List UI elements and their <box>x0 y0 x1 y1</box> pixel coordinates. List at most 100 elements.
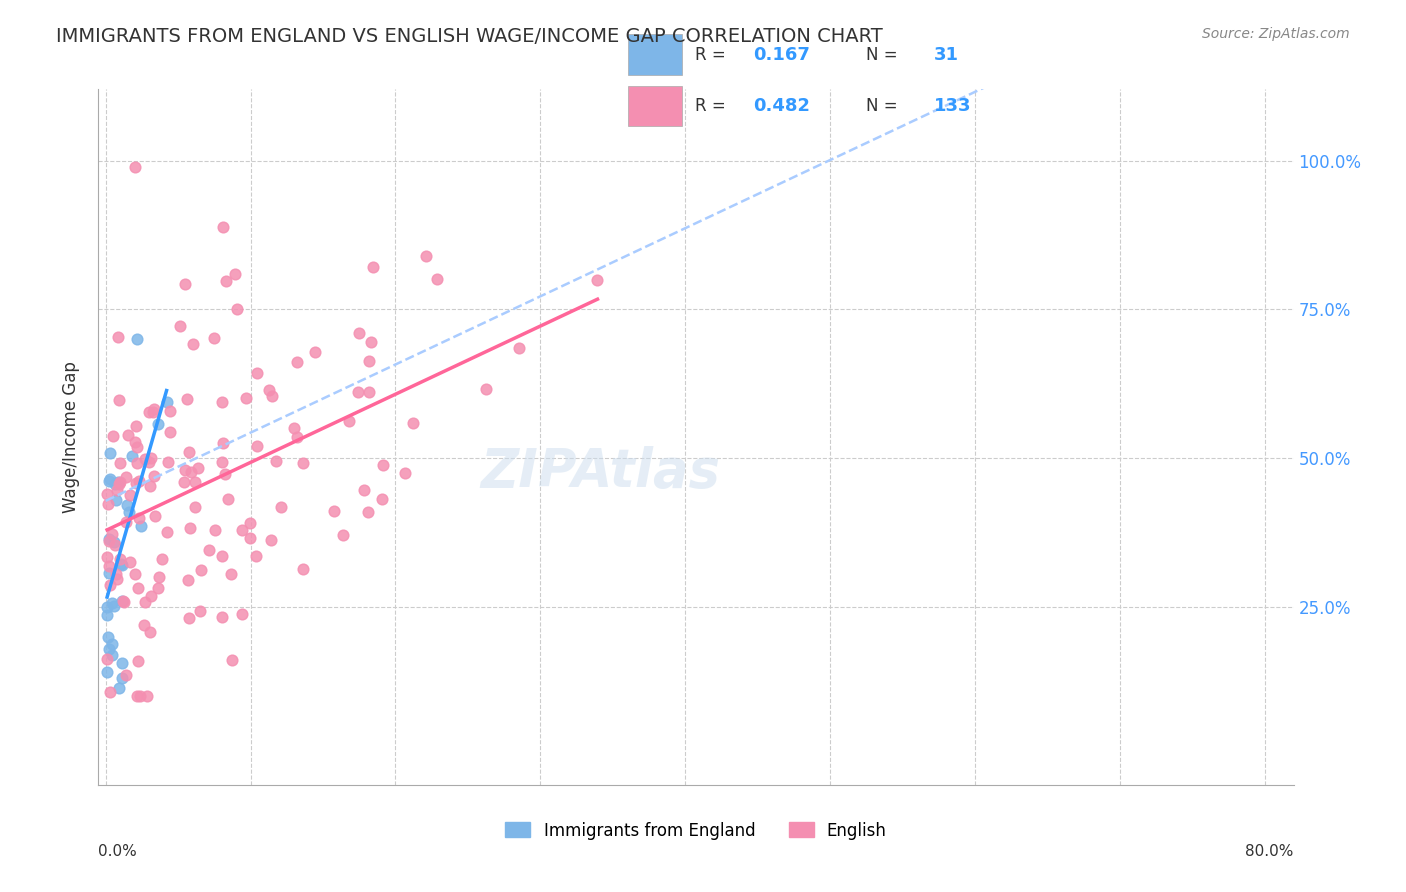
Point <box>426 272 449 286</box>
Point <box>361 260 384 275</box>
Point <box>127 689 149 703</box>
Point <box>211 455 233 469</box>
Point <box>115 667 138 681</box>
Point <box>105 483 128 498</box>
Point <box>150 552 173 566</box>
Point <box>117 505 139 519</box>
Point <box>211 610 233 624</box>
Point <box>221 653 243 667</box>
Point <box>415 249 437 263</box>
Point <box>239 516 262 530</box>
Point <box>187 461 209 475</box>
Point <box>97 497 120 511</box>
Point <box>107 330 129 344</box>
Point <box>176 392 198 406</box>
Point <box>100 596 122 610</box>
Point <box>145 509 167 524</box>
Point <box>110 475 132 489</box>
Point <box>111 558 134 573</box>
Point <box>179 521 201 535</box>
Point <box>111 593 134 607</box>
Point <box>219 566 242 581</box>
Point <box>475 382 498 396</box>
Point <box>270 500 292 515</box>
Point <box>159 403 181 417</box>
Point <box>198 543 221 558</box>
Point <box>402 417 425 431</box>
Point <box>224 267 246 281</box>
Text: 0.167: 0.167 <box>754 45 810 63</box>
Point <box>360 334 382 349</box>
Point <box>239 531 262 545</box>
Point <box>184 475 207 489</box>
Point <box>190 563 212 577</box>
Point <box>125 476 148 491</box>
Point <box>128 511 150 525</box>
Point <box>107 475 129 490</box>
Text: 0.0%: 0.0% <box>98 844 138 859</box>
Text: IMMIGRANTS FROM ENGLAND VS ENGLISH WAGE/INCOME GAP CORRELATION CHART: IMMIGRANTS FROM ENGLAND VS ENGLISH WAGE/… <box>56 27 883 45</box>
Point <box>104 538 127 552</box>
Point <box>104 476 127 491</box>
Point <box>188 604 211 618</box>
Point <box>100 648 122 662</box>
Point <box>108 476 131 491</box>
Point <box>323 504 346 518</box>
Point <box>141 590 163 604</box>
Point <box>304 345 326 359</box>
Point <box>98 472 121 486</box>
Point <box>211 395 233 409</box>
Point <box>142 405 165 419</box>
Point <box>214 467 236 482</box>
Point <box>108 456 131 470</box>
Point <box>127 654 149 668</box>
Text: R =: R = <box>695 45 731 63</box>
Text: 31: 31 <box>934 45 959 63</box>
Point <box>97 630 120 644</box>
Point <box>96 665 118 679</box>
Point <box>115 498 138 512</box>
Text: Source: ZipAtlas.com: Source: ZipAtlas.com <box>1202 27 1350 41</box>
Point <box>177 574 200 588</box>
Point <box>111 656 134 670</box>
Point <box>107 681 129 695</box>
Point <box>177 444 200 458</box>
Point <box>246 439 269 453</box>
FancyBboxPatch shape <box>627 86 682 127</box>
Point <box>97 641 120 656</box>
Point <box>215 274 238 288</box>
Point <box>139 625 162 640</box>
Point <box>129 689 152 703</box>
Point <box>266 453 288 467</box>
Point <box>157 455 180 469</box>
Point <box>101 637 124 651</box>
Point <box>359 385 381 400</box>
Point <box>202 331 225 345</box>
Point <box>211 549 233 564</box>
Legend: Immigrants from England, English: Immigrants from England, English <box>499 815 893 847</box>
Point <box>139 479 162 493</box>
Point <box>98 559 121 574</box>
Point <box>117 427 139 442</box>
Point <box>136 689 159 703</box>
Point <box>96 608 118 623</box>
Point <box>370 491 392 506</box>
Point <box>138 405 160 419</box>
Point <box>225 301 247 316</box>
Point <box>353 483 375 498</box>
Point <box>104 567 127 582</box>
Point <box>156 525 179 540</box>
Point <box>103 599 125 614</box>
Point <box>183 500 205 515</box>
Point <box>96 487 118 501</box>
Point <box>155 395 177 409</box>
Point <box>359 354 381 368</box>
Point <box>142 402 165 417</box>
Point <box>121 449 143 463</box>
Point <box>246 366 269 380</box>
Point <box>138 455 160 469</box>
Point <box>134 595 156 609</box>
Point <box>110 557 132 571</box>
Point <box>291 456 314 470</box>
Point <box>125 440 148 454</box>
